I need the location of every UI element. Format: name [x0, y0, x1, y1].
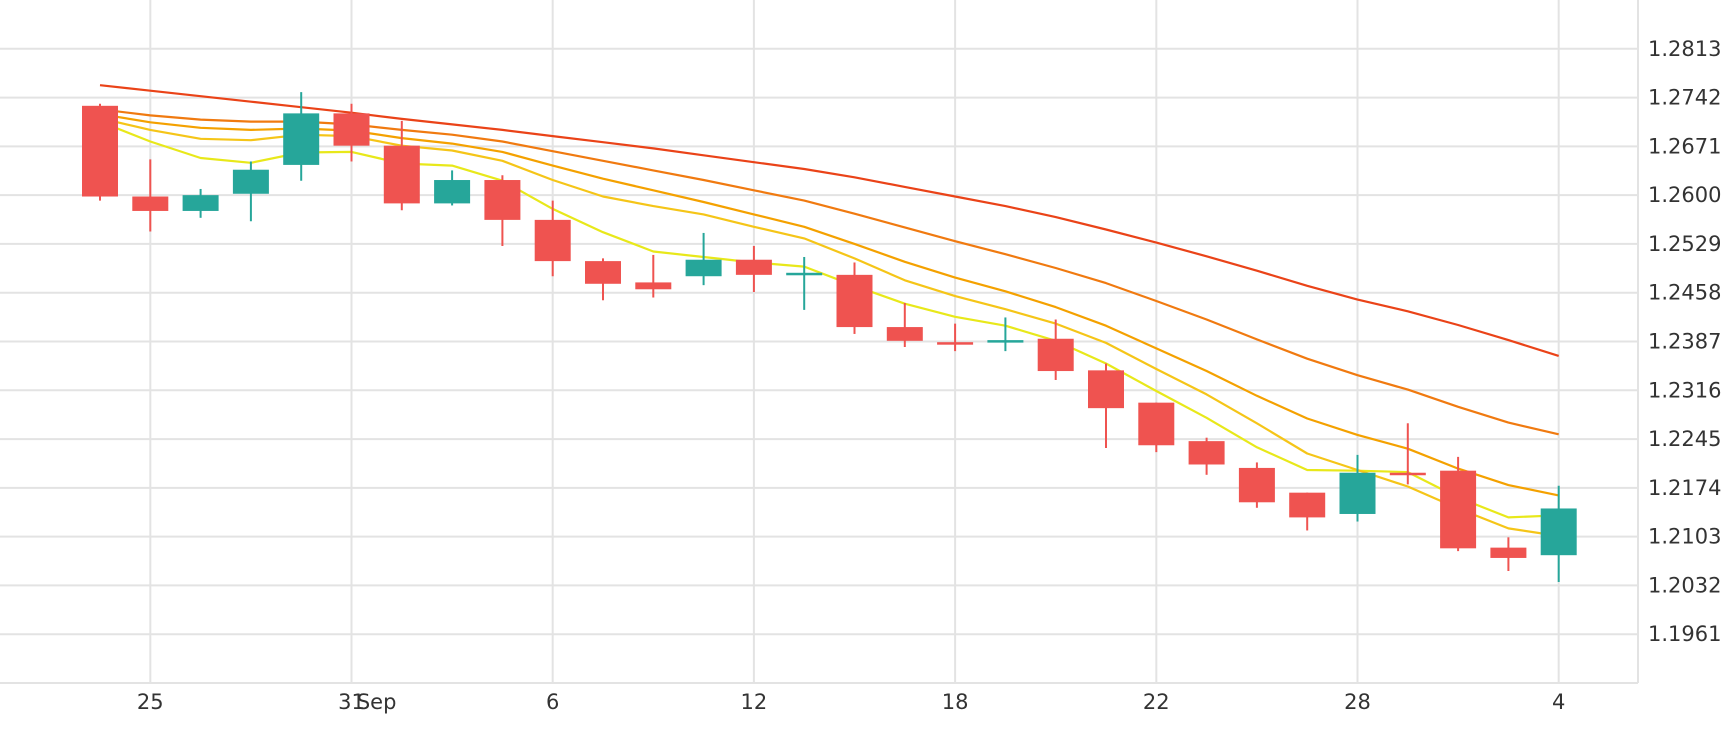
x-tick-label: 18	[942, 690, 969, 714]
candle	[283, 92, 320, 181]
x-tick-label: 22	[1143, 690, 1170, 714]
candle	[434, 170, 471, 206]
x-tick-label: 12	[741, 690, 768, 714]
candle-body	[836, 274, 873, 328]
y-tick-label: 1.2245	[1648, 427, 1721, 451]
candle-body	[1138, 402, 1175, 446]
candle-body	[585, 261, 621, 284]
candle-body	[1339, 472, 1376, 514]
candle-body	[685, 259, 722, 277]
candle	[1540, 485, 1577, 582]
y-axis-ticks: 1.2813 1.2742 1.2671 1.2600 1.2529 1.2458 1.23…	[1648, 37, 1721, 646]
y-tick-label: 1.2103	[1648, 525, 1721, 549]
candle-body	[786, 272, 823, 276]
candle	[82, 103, 118, 201]
candle	[182, 188, 219, 218]
candle	[534, 200, 571, 277]
candle-body	[82, 105, 118, 197]
candle-body	[1440, 470, 1477, 549]
candle	[836, 262, 873, 334]
candle-body	[434, 180, 471, 204]
candle	[937, 323, 974, 352]
candle-body	[886, 327, 923, 341]
candle	[333, 103, 370, 162]
candle	[1037, 319, 1074, 380]
candle-body	[1389, 472, 1426, 476]
y-tick-label: 1.2600	[1648, 183, 1721, 207]
candle	[1238, 462, 1275, 508]
x-tick-label: Sep	[357, 690, 397, 714]
candle-body	[182, 195, 219, 211]
y-tick-label: 1.2032	[1648, 573, 1721, 597]
candle	[1389, 423, 1426, 485]
candle	[685, 232, 722, 286]
candle	[1490, 537, 1527, 571]
candle-body	[132, 196, 169, 211]
candle	[735, 245, 772, 293]
candle-body	[1490, 547, 1527, 558]
candle-body	[484, 180, 521, 220]
y-tick-label: 1.2387	[1648, 330, 1721, 354]
y-tick-label: 1.1961	[1648, 622, 1721, 646]
y-tick-label: 1.2316	[1648, 378, 1721, 402]
candle-body	[534, 219, 571, 262]
x-tick-label: 6	[546, 690, 559, 714]
x-tick-label: 28	[1344, 690, 1371, 714]
x-tick-label: 25	[137, 690, 164, 714]
y-tick-label: 1.2529	[1648, 232, 1721, 256]
candles	[82, 92, 1577, 582]
candle-body	[333, 113, 370, 146]
candle	[987, 317, 1024, 352]
candle	[886, 303, 923, 347]
candle	[635, 254, 672, 298]
candle-body	[383, 145, 420, 204]
candle	[1440, 456, 1477, 552]
y-tick-label: 1.2813	[1648, 37, 1721, 61]
y-tick-label: 1.2458	[1648, 281, 1721, 305]
candle-body	[987, 340, 1024, 343]
x-tick-label: 4	[1552, 690, 1565, 714]
candle	[232, 161, 269, 222]
candle	[383, 120, 420, 211]
candle	[786, 256, 823, 310]
moving-average-line	[99, 120, 1559, 519]
candle-body	[735, 259, 772, 275]
candle-body	[1289, 492, 1326, 518]
y-tick-label: 1.2742	[1648, 86, 1721, 110]
candle	[1289, 492, 1326, 531]
candle	[1138, 402, 1175, 453]
x-tick-label: 31	[338, 690, 365, 714]
candle-body	[1088, 370, 1124, 409]
candle-body	[1540, 508, 1577, 556]
candle-body	[283, 113, 320, 165]
candle-body	[1238, 467, 1275, 503]
y-tick-label: 1.2671	[1648, 134, 1721, 158]
candle-body	[635, 282, 672, 290]
y-tick-label: 1.2174	[1648, 476, 1721, 500]
candle-body	[1037, 338, 1074, 372]
grid	[0, 0, 1639, 684]
candle	[1088, 363, 1124, 449]
candle-body	[1188, 441, 1225, 465]
candle-body	[232, 169, 269, 194]
candle	[1339, 454, 1376, 522]
candle	[585, 258, 621, 301]
candle	[484, 175, 521, 246]
candle	[1188, 437, 1225, 475]
candle-body	[937, 342, 974, 345]
candle	[132, 159, 169, 232]
moving-average-line	[99, 84, 1560, 357]
